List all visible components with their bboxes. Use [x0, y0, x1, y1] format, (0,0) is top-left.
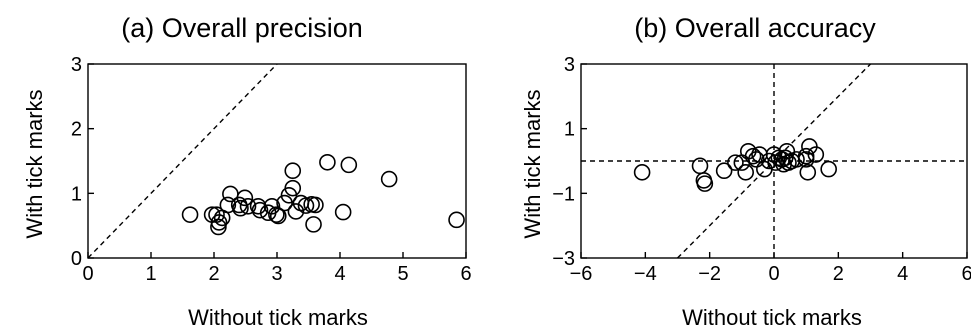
panel-a-data-point [210, 218, 227, 236]
panel-b-y-tick-label: 3 [564, 54, 575, 76]
panel-a-y-axis-label: With tick marks [22, 89, 47, 238]
panel-b-x-tick-label: −4 [634, 263, 657, 285]
panel-a-plot-area: 0 1 2 3 4 5 6 0 1 2 3 [71, 54, 472, 285]
panel-a-x-tick-label: 4 [334, 263, 345, 285]
panel-b-x-tick-label: −2 [698, 263, 721, 285]
panel-a-title: (a) Overall precision [121, 13, 363, 43]
panel-b-data-point [727, 154, 744, 171]
panel-a-y-tick-label: 2 [71, 119, 82, 141]
panel-a-data-point [305, 216, 322, 233]
panel-a-y-tick-label: 0 [71, 248, 82, 270]
panel-a-x-tick-label: 6 [460, 263, 471, 285]
panel-a-data-point [232, 199, 249, 217]
panel-b-plot-area: −6 −4 −2 0 2 4 6 −3 −1 1 3 [552, 54, 971, 285]
panel-b: (b) Overall accuracy Without tick marks … [520, 13, 971, 330]
panel-a-data-point [263, 197, 281, 215]
panel-b-data-point [715, 162, 733, 179]
panel-a-x-tick-label: 2 [208, 263, 219, 285]
panel-a-data-point [236, 189, 254, 207]
panel-b-y-tick-label: −3 [552, 248, 575, 270]
panel-a-identity-reference-line [88, 64, 278, 258]
panel-a-data-point [276, 194, 293, 212]
panel-a-data-point [284, 162, 302, 179]
panel-a-data-point [181, 206, 199, 223]
panel-b-x-tick-label: −6 [570, 263, 593, 285]
panel-b-x-tick-label: 4 [897, 263, 908, 285]
panel-b-data-point [737, 164, 754, 181]
panel-a-data-point [269, 207, 287, 225]
panel-a-plot-frame [87, 63, 467, 259]
panel-a-data-point [239, 197, 257, 215]
panel-b-data-point [733, 154, 751, 171]
panel-a: (a) Overall precision Without tick marks… [22, 13, 472, 330]
panel-a-x-tick-label: 0 [82, 263, 93, 285]
panel-b-data-point [748, 151, 765, 168]
panel-b-y-axis-label: With tick marks [520, 89, 545, 238]
panel-a-data-point [251, 201, 269, 219]
panel-a-data-point [319, 153, 336, 171]
panel-b-title: (b) Overall accuracy [634, 13, 876, 43]
panel-a-data-point [307, 196, 324, 214]
panel-b-y-tick-label: 1 [564, 119, 575, 141]
panel-b-data-point [696, 175, 714, 192]
panel-b-data-point [765, 146, 783, 163]
panel-b-x-tick-label: 6 [961, 263, 971, 285]
panel-a-x-axis-label: Without tick marks [188, 305, 368, 330]
panel-b-data-point [820, 160, 837, 178]
panel-a-data-point [284, 179, 302, 197]
panel-b-data-point [797, 147, 815, 165]
panel-a-data-point [334, 203, 352, 221]
panel-b-x-tick-label: 0 [768, 263, 779, 285]
panel-a-x-tick-label: 3 [271, 263, 282, 285]
panel-a-data-point [297, 197, 315, 214]
panel-a-data-point [287, 203, 305, 220]
panel-a-data-point [340, 156, 358, 174]
panel-a-data-point [448, 211, 465, 229]
panel-b-data-point [807, 146, 825, 163]
panel-b-data-point [778, 143, 796, 160]
panel-b-y-tick-label: −1 [552, 183, 575, 205]
panel-b-data-point [788, 151, 805, 168]
panel-a-y-tick-label: 1 [71, 183, 82, 205]
panel-b-data-point [780, 154, 797, 171]
panel-a-data-point [219, 196, 237, 214]
panel-b-data-point [744, 147, 762, 165]
panel-b-data-point [633, 164, 651, 181]
panel-b-x-axis-label: Without tick marks [682, 305, 862, 330]
panel-b-x-tick-label: 2 [833, 263, 844, 285]
panel-a-data-point [380, 170, 398, 188]
panel-a-y-tick-label: 3 [71, 54, 82, 76]
panel-b-data-point [799, 164, 817, 181]
panel-a-data-point [268, 206, 285, 223]
panel-a-x-tick-label: 5 [397, 263, 408, 285]
panel-a-x-tick-label: 1 [145, 263, 156, 285]
